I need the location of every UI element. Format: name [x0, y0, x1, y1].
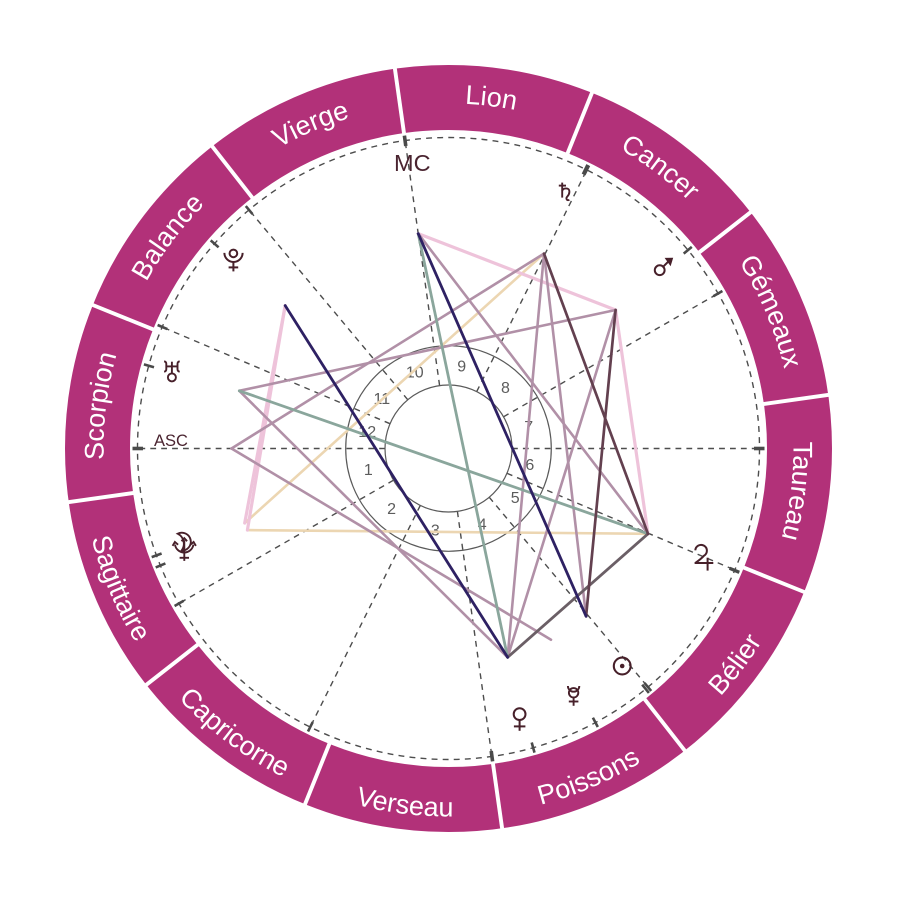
svg-text:6: 6: [525, 457, 534, 474]
svg-text:1: 1: [364, 462, 373, 479]
svg-text:8: 8: [501, 380, 510, 397]
svg-text:10: 10: [406, 365, 424, 382]
svg-text:MC: MC: [394, 150, 431, 176]
svg-text:2: 2: [387, 501, 396, 518]
svg-text:Lion: Lion: [464, 80, 519, 116]
svg-text:5: 5: [511, 490, 520, 507]
svg-text:4: 4: [478, 516, 487, 533]
svg-text:ASC: ASC: [154, 432, 188, 450]
svg-text:9: 9: [457, 359, 466, 376]
